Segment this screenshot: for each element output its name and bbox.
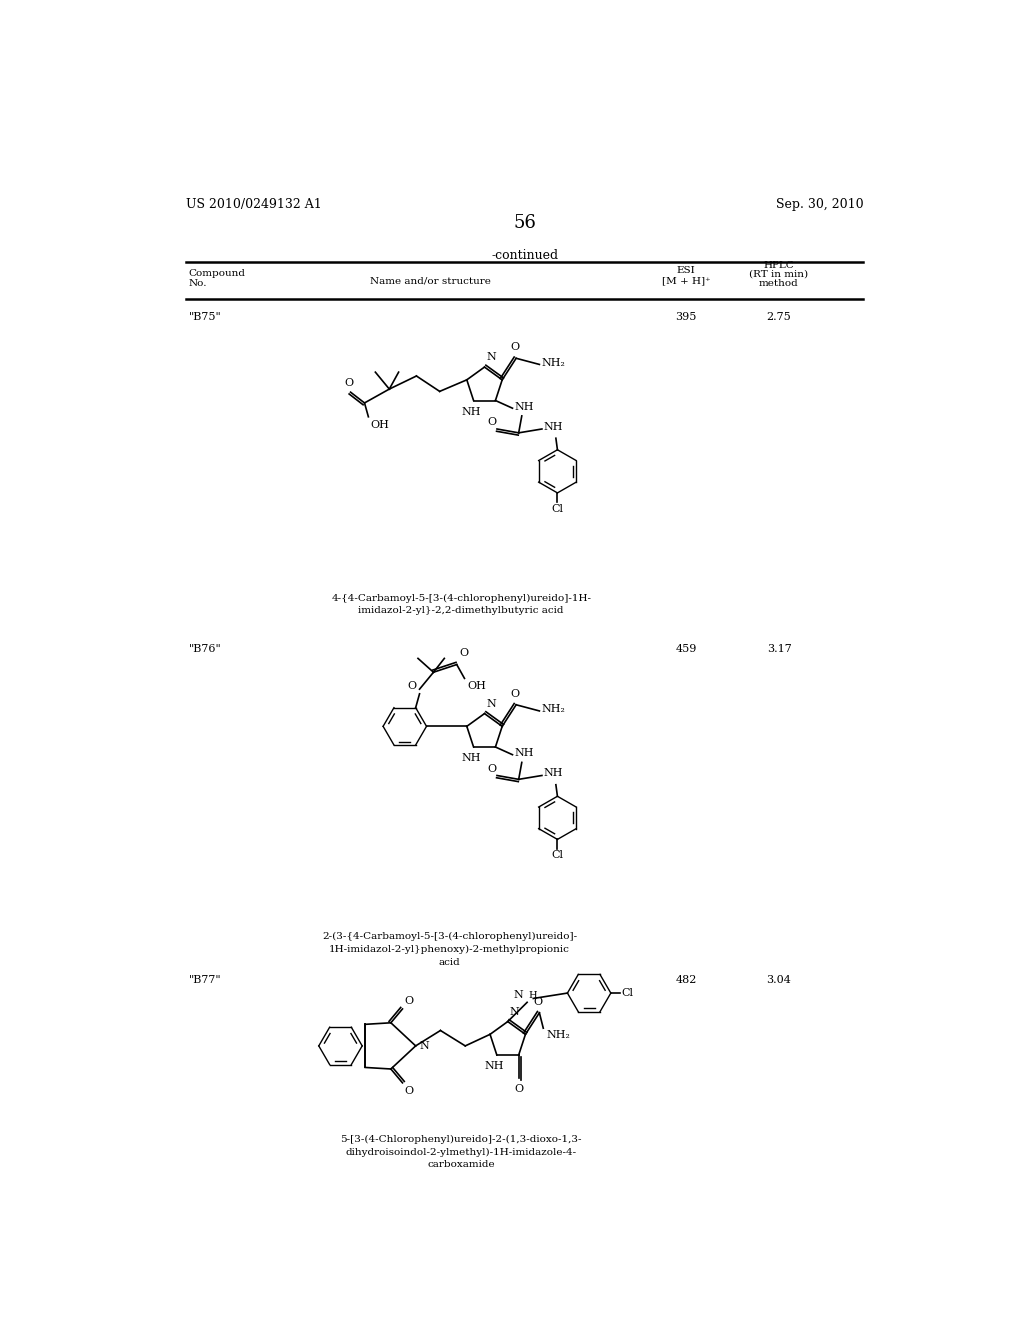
Text: 3.17: 3.17 — [767, 644, 792, 653]
Text: 56: 56 — [513, 214, 537, 232]
Text: O: O — [487, 417, 497, 428]
Text: NH: NH — [544, 768, 563, 779]
Text: method: method — [759, 280, 799, 288]
Text: No.: No. — [188, 279, 207, 288]
Text: O: O — [404, 1086, 413, 1096]
Text: O: O — [404, 995, 413, 1006]
Text: O: O — [510, 689, 519, 698]
Text: N: N — [513, 990, 523, 1001]
Text: OH: OH — [371, 420, 389, 430]
Text: -continued: -continued — [492, 249, 558, 263]
Text: NH: NH — [462, 407, 481, 417]
Text: "B76": "B76" — [188, 644, 221, 653]
Text: O: O — [344, 378, 353, 388]
Text: N: N — [509, 1007, 519, 1016]
Text: NH₂: NH₂ — [547, 1030, 570, 1040]
Text: NH: NH — [462, 754, 481, 763]
Text: (RT in min): (RT in min) — [750, 269, 809, 279]
Text: NH: NH — [544, 421, 563, 432]
Text: O: O — [408, 681, 417, 690]
Text: 4-{4-Carbamoyl-5-[3-(4-chlorophenyl)ureido]-1H-
imidazol-2-yl}-2,2-dimethylbutyr: 4-{4-Carbamoyl-5-[3-(4-chlorophenyl)urei… — [331, 594, 591, 615]
Text: 459: 459 — [675, 644, 696, 653]
Text: NH: NH — [515, 401, 535, 412]
Text: NH₂: NH₂ — [542, 705, 565, 714]
Text: Cl: Cl — [622, 989, 634, 998]
Text: N: N — [486, 700, 496, 709]
Text: O: O — [460, 648, 469, 659]
Text: NH: NH — [484, 1061, 504, 1071]
Text: 2-(3-{4-Carbamoyl-5-[3-(4-chlorophenyl)ureido]-
1H-imidazol-2-yl}phenoxy)-2-meth: 2-(3-{4-Carbamoyl-5-[3-(4-chlorophenyl)u… — [323, 932, 578, 966]
Text: Compound: Compound — [188, 268, 246, 277]
Text: Cl: Cl — [552, 850, 563, 861]
Text: O: O — [487, 764, 497, 774]
Text: 5-[3-(4-Chlorophenyl)ureido]-2-(1,3-dioxo-1,3-
dihydroisoindol-2-ylmethyl)-1H-im: 5-[3-(4-Chlorophenyl)ureido]-2-(1,3-diox… — [341, 1135, 582, 1170]
Text: 3.04: 3.04 — [767, 974, 792, 985]
Text: Cl: Cl — [552, 504, 563, 513]
Text: 482: 482 — [675, 974, 696, 985]
Text: "B77": "B77" — [188, 974, 221, 985]
Text: NH₂: NH₂ — [542, 358, 565, 368]
Text: O: O — [510, 342, 519, 352]
Text: [M + H]⁺: [M + H]⁺ — [662, 276, 711, 285]
Text: ESI: ESI — [677, 267, 695, 275]
Text: O: O — [514, 1084, 523, 1094]
Text: Sep. 30, 2010: Sep. 30, 2010 — [776, 198, 863, 211]
Text: H: H — [528, 991, 538, 1001]
Text: N: N — [420, 1041, 429, 1051]
Text: NH: NH — [515, 748, 535, 758]
Text: N: N — [486, 352, 496, 363]
Text: 2.75: 2.75 — [767, 313, 792, 322]
Text: OH: OH — [468, 681, 486, 690]
Text: 395: 395 — [675, 313, 696, 322]
Text: O: O — [534, 997, 543, 1007]
Text: US 2010/0249132 A1: US 2010/0249132 A1 — [186, 198, 322, 211]
Text: HPLC: HPLC — [764, 261, 795, 269]
Text: "B75": "B75" — [188, 313, 221, 322]
Text: Name and/or structure: Name and/or structure — [370, 276, 490, 285]
